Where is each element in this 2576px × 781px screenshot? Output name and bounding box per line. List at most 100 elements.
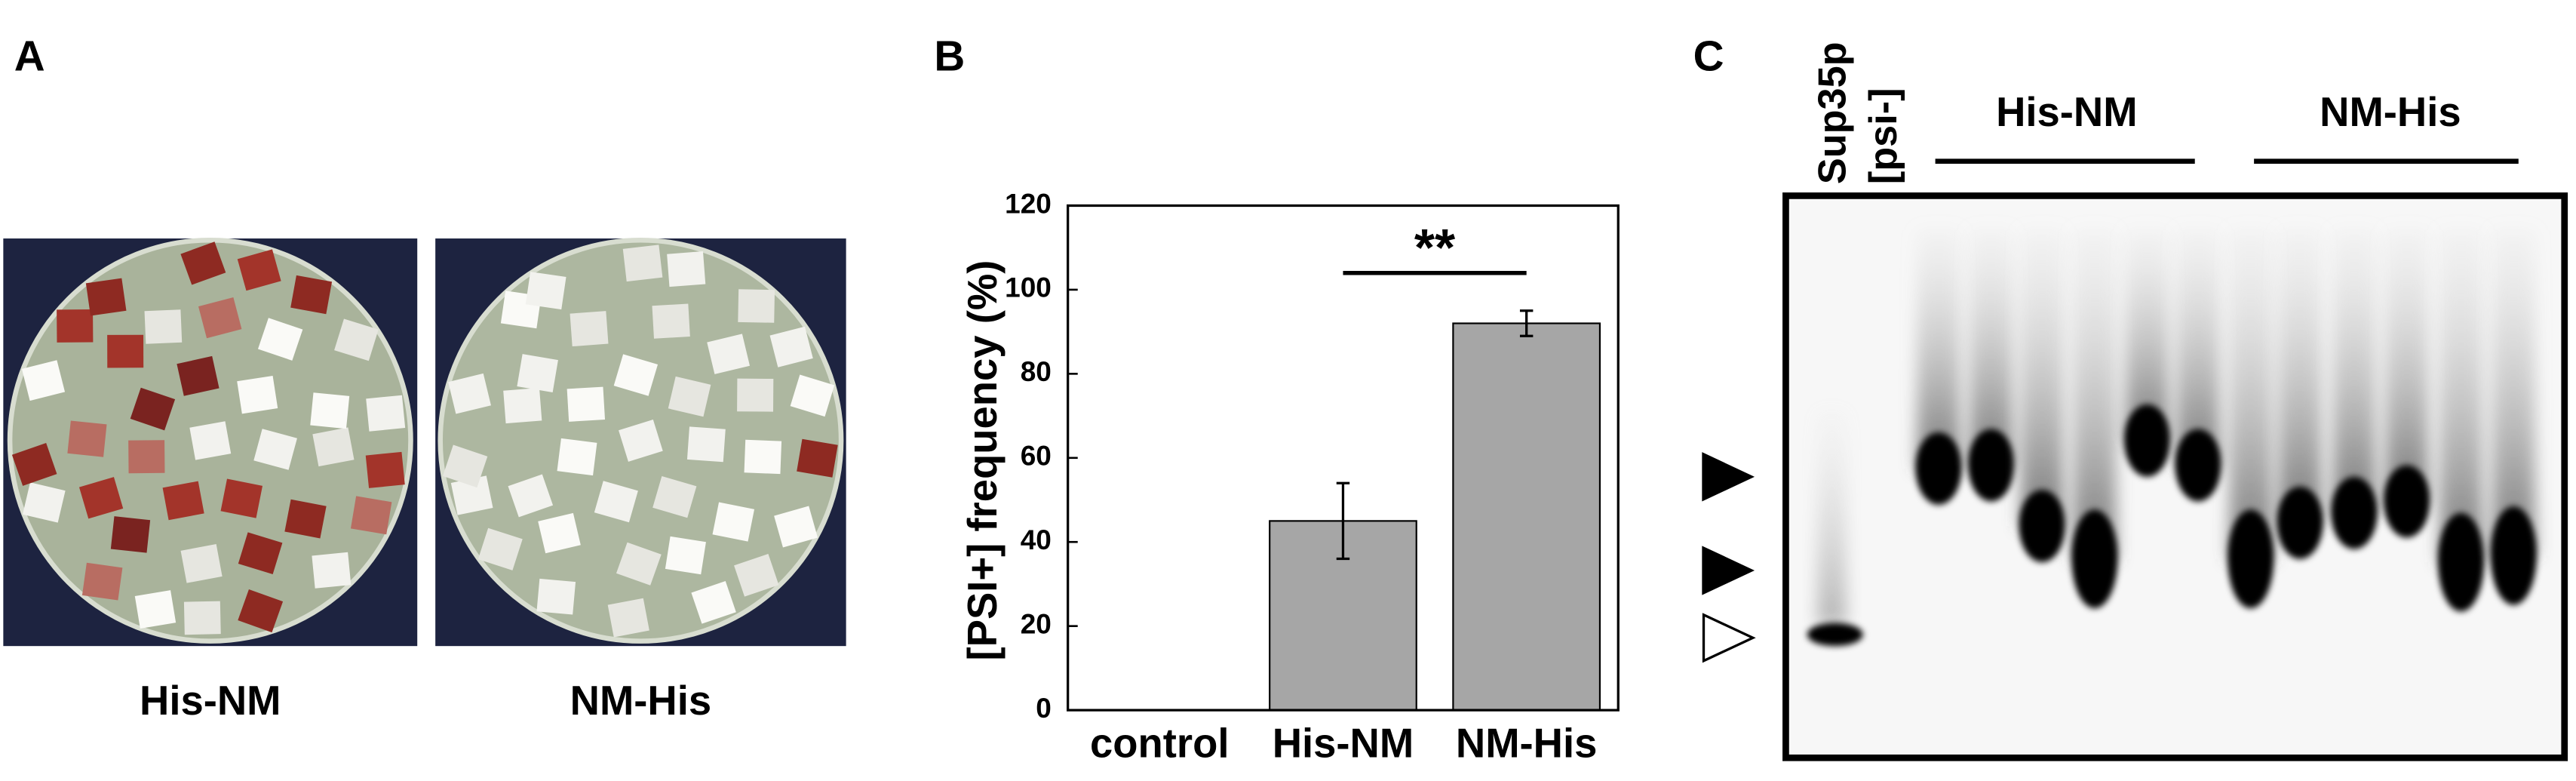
gel-band xyxy=(2019,490,2065,563)
gel-band xyxy=(2175,429,2221,502)
colony-patch xyxy=(183,601,221,635)
colony-patch xyxy=(613,354,659,396)
colony-patch xyxy=(290,275,333,315)
panel-letter: A xyxy=(14,32,45,80)
colony-patch xyxy=(652,303,690,339)
arrowhead-open xyxy=(1702,613,1756,663)
colony-patch xyxy=(180,241,226,285)
group-label: His-NM xyxy=(1996,89,2138,135)
colony-patch xyxy=(566,386,606,422)
colony-patch xyxy=(365,451,405,488)
colony-patch xyxy=(67,420,107,457)
colony-patch xyxy=(667,251,706,287)
colony-patch xyxy=(284,499,327,539)
gel-smear xyxy=(2278,230,2322,523)
plate-caption: His-NM xyxy=(140,678,281,724)
gel-smear xyxy=(1970,230,2013,466)
bar xyxy=(1452,322,1601,712)
plot-frame xyxy=(1067,204,1620,712)
y-tick-label: 20 xyxy=(1021,607,1052,639)
colony-patch xyxy=(350,496,392,535)
gel-band xyxy=(2331,476,2378,549)
colony-patch xyxy=(734,553,779,597)
colony-patch xyxy=(536,578,576,615)
colony-patch xyxy=(652,475,697,518)
gel-band xyxy=(2438,512,2485,612)
x-tick-label: control xyxy=(1090,720,1229,766)
colony-patch xyxy=(85,278,127,316)
colony-patch xyxy=(134,590,177,629)
gel-smear xyxy=(2020,230,2064,527)
colony-patch xyxy=(707,334,751,374)
colony-patch xyxy=(538,512,581,554)
colony-patch xyxy=(334,318,379,361)
gel-band xyxy=(2384,465,2430,538)
colony-patch xyxy=(162,481,204,521)
colony-patch xyxy=(220,478,263,518)
colony-patch xyxy=(237,375,278,414)
plate-caption: NM-His xyxy=(570,678,712,724)
colony-patch xyxy=(238,532,283,575)
colony-patch xyxy=(130,387,176,431)
colony-patch xyxy=(503,387,542,424)
gel-band xyxy=(2490,506,2537,605)
gel xyxy=(1782,192,2568,761)
colony-patch xyxy=(665,536,706,575)
gel-band xyxy=(1915,432,1962,505)
group-label: NM-His xyxy=(2320,89,2461,135)
colony-patch xyxy=(570,311,609,347)
x-tick-label: His-NM xyxy=(1273,720,1414,766)
y-tick-label: 120 xyxy=(1005,187,1052,219)
gel-smear xyxy=(1816,410,1847,625)
gel-smear xyxy=(2229,230,2273,559)
colony-patch xyxy=(594,481,638,523)
gel-smear xyxy=(2176,230,2220,466)
colony-patch xyxy=(448,373,491,414)
y-tick-label: 40 xyxy=(1021,524,1052,555)
colony-patch xyxy=(744,439,782,475)
colony-patch xyxy=(81,562,123,601)
significance-label: ** xyxy=(1414,218,1456,277)
colony-patch xyxy=(78,477,124,519)
colony-patch xyxy=(508,474,554,518)
x-tick-label: NM-His xyxy=(1456,720,1598,766)
y-axis-label: [PSI+] frequency (%) xyxy=(959,260,1006,661)
arrowhead xyxy=(1702,546,1755,595)
lane-label: [psi-] xyxy=(1862,88,1905,184)
gel-band xyxy=(2277,486,2323,559)
colony-patch xyxy=(189,421,232,460)
colony-patch xyxy=(737,378,774,412)
colony-patch xyxy=(797,438,838,478)
colony-patch xyxy=(144,309,183,344)
colony-patch xyxy=(312,552,352,589)
colony-patch xyxy=(525,272,566,310)
colony-patch xyxy=(128,440,165,474)
colony-patch xyxy=(616,542,662,586)
colony-patch xyxy=(607,598,649,638)
y-tick-label: 0 xyxy=(1036,692,1052,724)
panel-letter: B xyxy=(934,32,965,80)
gel-band xyxy=(1968,429,2015,502)
gel-smear xyxy=(2492,230,2535,556)
colony-patch xyxy=(738,289,775,323)
colony-patch xyxy=(23,482,66,523)
colony-patch xyxy=(619,420,663,462)
arrowhead xyxy=(1702,452,1755,502)
colony-patch xyxy=(557,438,597,476)
colony-patch xyxy=(21,360,66,401)
gel-smear xyxy=(2332,230,2376,513)
gel-band xyxy=(2124,404,2171,477)
colony-patch xyxy=(774,506,818,548)
gel-smear xyxy=(2439,230,2482,563)
lane-label: Sup35p xyxy=(1811,42,1855,184)
colony-patch xyxy=(11,442,57,486)
colony-patch xyxy=(310,392,350,429)
colony-patch xyxy=(253,429,297,470)
panel-letter: C xyxy=(1693,32,1724,80)
colony-patch xyxy=(107,334,144,368)
y-tick-label: 60 xyxy=(1021,440,1052,472)
colony-patch xyxy=(450,475,493,515)
colony-patch xyxy=(517,354,558,393)
gel-smear xyxy=(2073,230,2117,559)
